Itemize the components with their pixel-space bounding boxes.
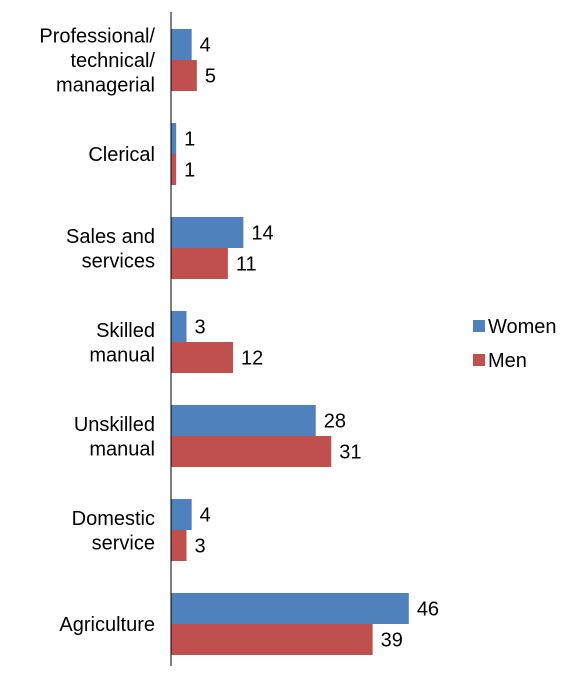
- category-labels-layer: Professional/technical/managerial Clerica…: [39, 26, 155, 637]
- legend-label-men: Men: [488, 350, 527, 372]
- bar-men-sales-and-services: [171, 248, 228, 279]
- bar-men-clerical: [171, 154, 177, 185]
- value-label-men-clerical: 1: [184, 160, 195, 182]
- value-label-women-clerical: 1: [184, 129, 195, 151]
- value-label-men-domestic-service: 3: [195, 536, 206, 558]
- legend: Women Men: [473, 316, 557, 372]
- bar-women-professional-technical-managerial: [171, 29, 192, 60]
- value-label-men-agriculture: 39: [381, 630, 403, 652]
- bars-layer: [171, 29, 409, 655]
- bar-men-professional-technical-managerial: [171, 60, 197, 91]
- bar-men-agriculture: [171, 624, 373, 655]
- legend-swatch-women: [473, 320, 485, 332]
- category-label-skilled-manual: Skilled manual: [89, 320, 155, 367]
- bar-women-domestic-service: [171, 499, 192, 530]
- value-label-women-domestic-service: 4: [200, 505, 211, 527]
- legend-label-women: Women: [488, 316, 557, 338]
- value-label-women-unskilled-manual: 28: [324, 411, 346, 433]
- value-label-men-sales-and-services: 11: [236, 254, 257, 276]
- value-label-women-agriculture: 46: [417, 599, 439, 621]
- value-label-women-sales-and-services: 14: [251, 223, 273, 245]
- category-label-professional-technical-managerial: Professional/technical/managerial: [39, 26, 155, 97]
- value-label-women-skilled-manual: 3: [195, 317, 206, 339]
- bar-women-sales-and-services: [171, 217, 244, 248]
- value-label-women-professional-technical-managerial: 4: [200, 35, 211, 57]
- bar-women-agriculture: [171, 593, 409, 624]
- value-label-men-unskilled-manual: 31: [339, 442, 361, 464]
- category-label-clerical: Clerical: [88, 144, 155, 166]
- category-label-sales-and-services: Sales and services: [66, 226, 155, 273]
- bar-men-skilled-manual: [171, 342, 234, 373]
- bar-women-skilled-manual: [171, 311, 187, 342]
- bar-men-unskilled-manual: [171, 436, 332, 467]
- category-label-domestic-service: Domestic service: [72, 508, 155, 555]
- value-label-men-professional-technical-managerial: 5: [205, 66, 216, 88]
- bar-men-domestic-service: [171, 530, 187, 561]
- bar-women-unskilled-manual: [171, 405, 316, 436]
- legend-swatch-men: [473, 354, 485, 366]
- category-label-unskilled-manual: Unskilled manual: [74, 414, 155, 461]
- value-label-men-skilled-manual: 12: [241, 348, 263, 370]
- category-label-agriculture: Agriculture: [59, 614, 155, 636]
- bar-women-clerical: [171, 123, 177, 154]
